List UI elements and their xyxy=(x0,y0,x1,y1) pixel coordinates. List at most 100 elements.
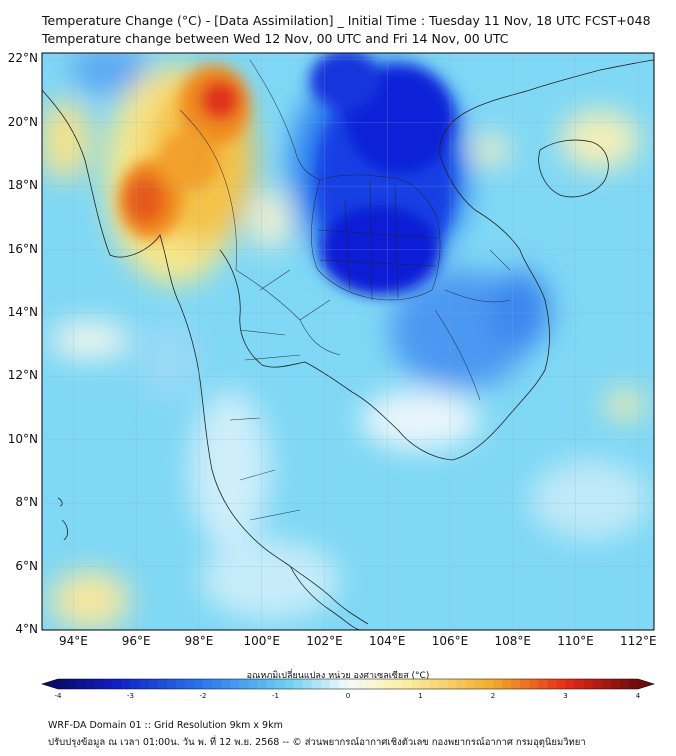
colorbar-cell xyxy=(166,679,177,689)
colorbar-tick-label: -2 xyxy=(199,692,207,700)
colorbar-tick-label: -4 xyxy=(54,692,62,700)
colorbar-cell xyxy=(375,679,385,689)
colorbar-cell xyxy=(239,679,249,689)
colorbar-cell xyxy=(148,679,159,689)
colorbar-cell xyxy=(193,679,204,689)
lat-tick-label: 20°N xyxy=(7,114,38,129)
colorbar-cell xyxy=(366,679,376,689)
lon-tick-label: 98°E xyxy=(184,634,214,648)
colorbar-max-arrow xyxy=(638,679,654,689)
colorbar-cell xyxy=(483,679,494,689)
colorbar-cell xyxy=(502,679,512,689)
colorbar-cell xyxy=(601,679,612,689)
temperature-change-map xyxy=(41,52,655,631)
colorbar-tick-label: 1 xyxy=(418,692,423,700)
colorbar-cell xyxy=(230,679,240,689)
temperature-field xyxy=(42,53,654,630)
lon-tick-label: 100°E xyxy=(243,634,280,648)
coastlines xyxy=(42,59,654,630)
lat-tick-label: 14°N xyxy=(7,304,38,319)
lat-tick-label: 6°N xyxy=(15,558,38,573)
colorbar-cell xyxy=(266,679,276,689)
colorbar-cell xyxy=(284,679,295,689)
colorbar-tick-label: 2 xyxy=(490,692,496,700)
colorbar-cell xyxy=(85,679,95,689)
footer-credit: ปรับปรุงข้อมูล ณ เวลา 01:00น. วัน พ. ที่… xyxy=(48,737,586,748)
lat-tick-label: 8°N xyxy=(15,495,38,510)
lon-tick-label: 96°E xyxy=(121,634,151,648)
colorbar-cell xyxy=(248,679,258,689)
colorbar-cell xyxy=(456,679,467,689)
colorbar-cell xyxy=(511,679,521,689)
colorbar-cell xyxy=(384,679,394,689)
colorbar-cell xyxy=(411,679,421,689)
colorbar-tick-label: 0 xyxy=(345,692,351,700)
colorbar-cell xyxy=(628,679,639,689)
lon-tick-label: 108°E xyxy=(494,634,532,648)
colorbar-cell xyxy=(203,679,213,689)
colorbar-outline xyxy=(40,678,656,690)
lon-tick-label: 102°E xyxy=(306,634,343,648)
colorbar-cell xyxy=(429,679,440,689)
colorbar-cell xyxy=(556,679,566,689)
lat-tick-label: 4°N xyxy=(15,622,38,636)
colorbar-cell xyxy=(221,679,231,689)
colorbar-cell xyxy=(393,679,403,689)
colorbar-cell xyxy=(520,679,530,689)
colorbar-cell xyxy=(130,679,141,689)
lon-tick-label: 106°E xyxy=(431,634,469,648)
colorbar-cell xyxy=(275,679,286,689)
colorbar-min-arrow xyxy=(42,679,58,689)
colorbar-cell xyxy=(112,679,122,689)
colorbar-cell xyxy=(139,679,150,689)
colorbar-cell xyxy=(103,679,113,689)
colorbar-cell xyxy=(58,679,68,689)
colorbar-cell xyxy=(76,679,86,689)
lat-tick-label: 16°N xyxy=(7,241,38,256)
lat-tick-label: 12°N xyxy=(7,368,38,383)
lon-tick-label: 110°E xyxy=(557,634,594,648)
colorbar-cell xyxy=(547,679,557,689)
lat-tick-label: 22°N xyxy=(7,51,38,66)
colorbar-cell xyxy=(348,679,358,689)
lat-tick-label: 18°N xyxy=(7,178,38,193)
colorbar-cell xyxy=(583,679,594,689)
colorbar-cell xyxy=(293,679,304,689)
colorbar-cell xyxy=(565,679,576,689)
colorbar-cell xyxy=(67,679,77,689)
colorbar-cell xyxy=(212,679,222,689)
admin-borders xyxy=(179,59,511,521)
colorbar-cell xyxy=(257,679,267,689)
colorbar-cell xyxy=(320,679,331,689)
colorbar-cell xyxy=(329,679,340,689)
colorbar-cell xyxy=(420,679,431,689)
lon-tick-label: 104°E xyxy=(368,634,406,648)
colorbar-cell xyxy=(465,679,476,689)
map-frame xyxy=(41,52,655,631)
footer-model-info: WRF-DA Domain 01 :: Grid Resolution 9km … xyxy=(48,720,283,731)
colorbar-cell xyxy=(175,679,186,689)
colorbar-cell xyxy=(357,679,367,689)
colorbar-cell xyxy=(619,679,630,689)
colorbar-cell xyxy=(447,679,458,689)
colorbar-cell xyxy=(338,679,349,689)
colorbar-label: อุณหภูมิเปลี่ยนแปลง หน่วย องศาเซลเซียส (… xyxy=(246,671,430,681)
colorbar-cell xyxy=(592,679,603,689)
lon-tick-label: 94°E xyxy=(58,634,88,648)
lat-lon-gridlines xyxy=(42,53,654,631)
map-subtitle: Temperature change between Wed 12 Nov, 0… xyxy=(42,31,509,46)
colorbar-cell xyxy=(184,679,195,689)
lon-tick-label: 112°E xyxy=(620,634,657,648)
colorbar-cell xyxy=(402,679,412,689)
colorbar-tick-label: 4 xyxy=(635,692,641,700)
colorbar-tick-label: 3 xyxy=(563,692,568,700)
colorbar xyxy=(40,678,656,690)
colorbar-cell xyxy=(311,679,322,689)
map-title: Temperature Change (°C) - [Data Assimila… xyxy=(42,13,651,28)
colorbar-cell xyxy=(474,679,485,689)
colorbar-cell xyxy=(529,679,539,689)
colorbar-tick-label: -1 xyxy=(272,692,279,700)
colorbar-cell xyxy=(574,679,585,689)
colorbar-cell xyxy=(438,679,449,689)
colorbar-cell xyxy=(538,679,548,689)
